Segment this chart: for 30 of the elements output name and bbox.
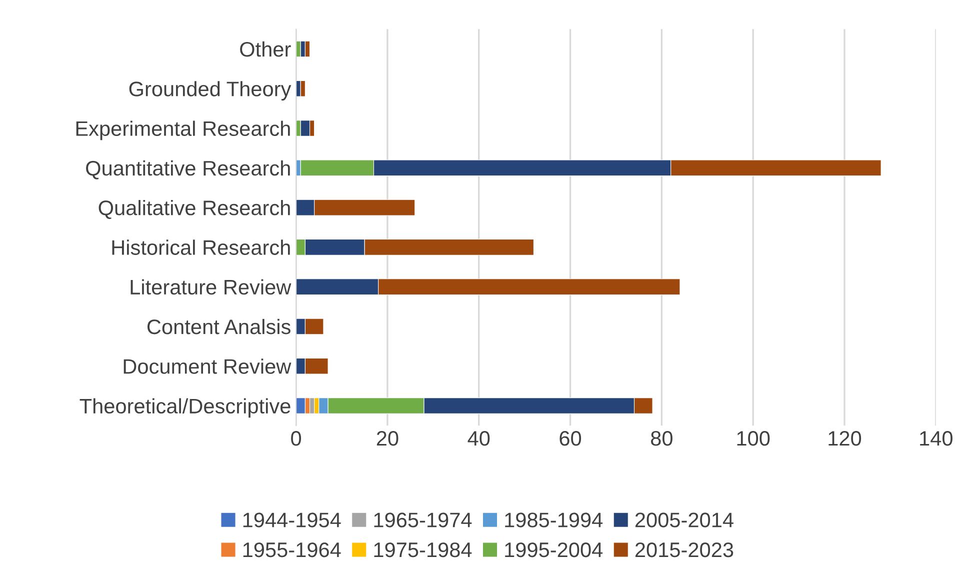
legend-label: 2005-2014 [635, 512, 734, 528]
x-tick-label: 120 [828, 431, 862, 446]
y-tick-label: Literature Review [130, 279, 292, 295]
y-tick-label: Theoretical/Descriptive [80, 398, 290, 418]
legend-label: 1955-1964 [243, 542, 341, 558]
x-tick-label: 20 [376, 431, 398, 446]
legend-label: 1985-1994 [505, 512, 603, 528]
legend-label: 1965-1974 [374, 512, 472, 528]
x-tick-label: 80 [651, 431, 672, 446]
legend-label: 1975-1984 [374, 542, 472, 558]
y-tick-label: Document Review [124, 358, 292, 374]
y-tick-label: Experimental Research [76, 120, 290, 140]
bar [300, 120, 310, 136]
x-tick-label: 100 [737, 431, 770, 446]
legend-label: 1944-1954 [243, 512, 341, 528]
y-tick-label: Quantitative Research [86, 160, 290, 180]
bar [304, 40, 310, 58]
x-tick-label: 60 [560, 431, 582, 446]
x-tick-label: 140 [920, 431, 952, 446]
legend-label: 2015-2023 [635, 542, 734, 558]
y-tick-label: Other [240, 41, 291, 57]
legend-label: 1995-2004 [505, 542, 603, 558]
x-tick-label: 40 [468, 431, 490, 446]
y-tick-label: Qualitative Research [98, 200, 290, 220]
y-tick-label: Grounded Theory [129, 81, 292, 100]
y-tick-label: Historical Research [112, 240, 290, 255]
bar [296, 398, 306, 414]
y-tick-label: Content Analsis [147, 318, 290, 334]
bar [300, 80, 306, 97]
x-tick-label: 0 [291, 431, 302, 446]
